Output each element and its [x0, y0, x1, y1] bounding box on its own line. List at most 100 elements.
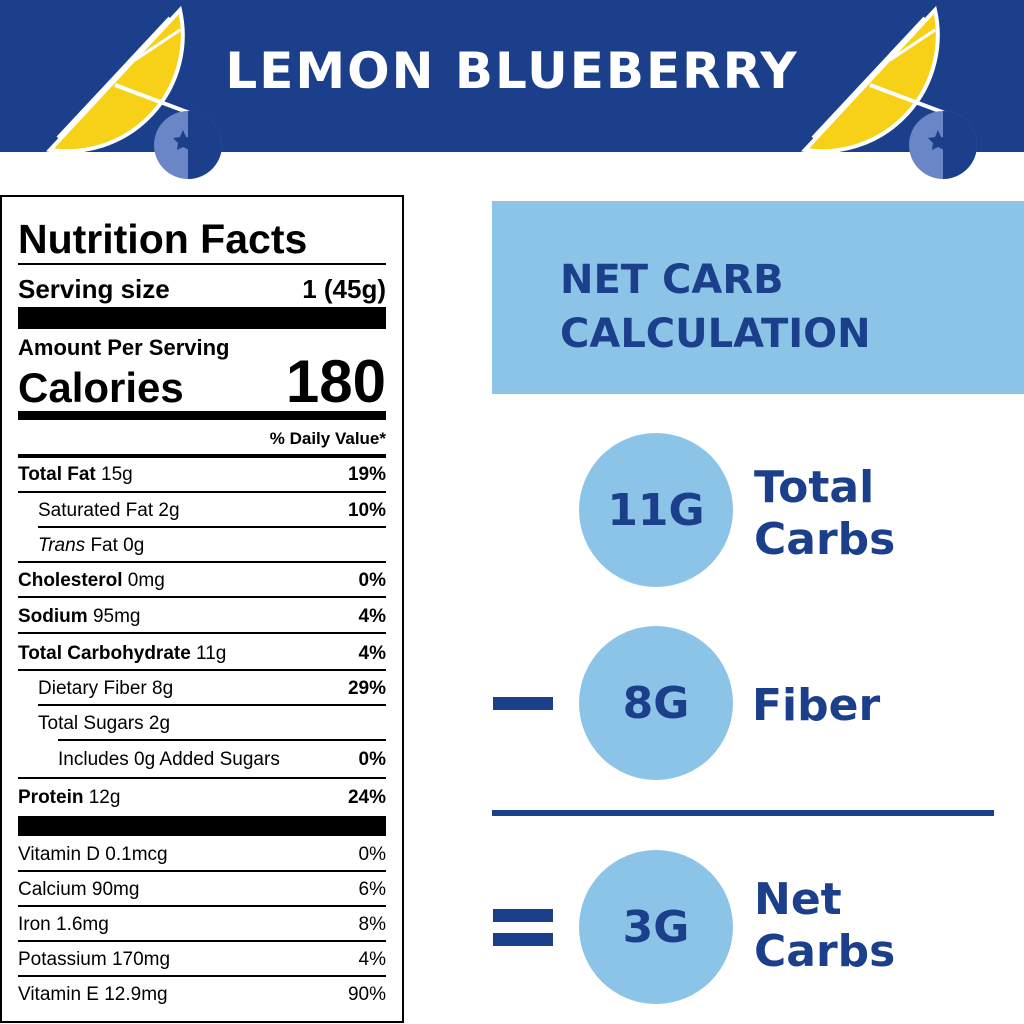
serving-size-label: Serving size — [18, 274, 170, 304]
lemon-slice-icon — [800, 5, 951, 154]
divider — [18, 975, 386, 977]
vitamin-row-potassium: Potassium 170mg 4% — [18, 950, 386, 969]
vitamin-pct: 90% — [347, 984, 386, 1005]
net-carbs-label: Net Carbs — [754, 874, 895, 978]
nutrient-name: Trans — [38, 535, 86, 556]
nutrient-name: Total Carbohydrate — [18, 643, 191, 664]
net-carb-title: NET CARB CALCULATION — [560, 253, 871, 361]
divider — [18, 632, 386, 634]
total-carbs-label: Total Carbs — [754, 462, 895, 566]
nutrient-amount: 15g — [95, 464, 133, 485]
divider — [18, 870, 386, 872]
nutrient-row-trans-fat: Trans Fat 0g — [18, 536, 386, 555]
nutrient-row-sodium: Sodium 95mg 4% — [18, 607, 386, 626]
divider — [18, 454, 386, 458]
total-carbs-label-line2: Carbs — [754, 514, 896, 565]
divider — [18, 905, 386, 907]
vitamin-row-vitamin-e: Vitamin E 12.9mg 90% — [18, 985, 386, 1004]
net-carbs-circle: 3G — [579, 850, 733, 1004]
nutrient-amount: 12g — [83, 787, 121, 808]
divider — [18, 491, 386, 493]
divider — [18, 940, 386, 942]
vitamin-pct: 8% — [358, 914, 386, 935]
nutrient-row-cholesterol: Cholesterol 0mg 0% — [18, 571, 386, 590]
header-banner: LEMON BLUEBERRY — [0, 0, 1024, 179]
equals-sign-icon-top — [493, 909, 553, 922]
nutrient-amount: 11g — [190, 643, 227, 664]
sum-divider-line — [492, 810, 994, 816]
vitamin-pct: 0% — [358, 844, 386, 865]
nutrient-amount: Fat 0g — [85, 535, 145, 556]
nutrient-row-added-sugars: Includes 0g Added Sugars 0% — [18, 750, 386, 769]
nutrient-row-total-sugars: Total Sugars 2g — [18, 714, 386, 733]
nutrient-row-dietary-fiber: Dietary Fiber 8g 29% — [18, 679, 386, 698]
total-carbs-label-line1: Total — [754, 462, 875, 513]
nutrient-name: Saturated Fat 2g — [38, 500, 180, 521]
nutrient-amount: 95mg — [87, 606, 141, 627]
nutrient-pct: 29% — [347, 678, 386, 699]
fiber-circle: 8G — [579, 626, 733, 780]
minus-sign-icon — [493, 697, 553, 710]
nutrient-name: Total Fat — [18, 464, 96, 485]
thick-divider — [18, 411, 386, 420]
lemon-blueberry-illustration-right — [800, 5, 977, 179]
calories-label: Calories — [18, 364, 184, 411]
amount-per-serving: Amount Per Serving — [18, 335, 230, 360]
divider — [58, 739, 386, 741]
nutrient-pct: 4% — [358, 606, 386, 627]
nutrient-pct: 19% — [347, 464, 386, 485]
nutrient-name: Cholesterol — [18, 570, 123, 591]
nutrition-title: Nutrition Facts — [18, 216, 308, 262]
nutrient-pct: 0% — [358, 570, 386, 591]
calories-value: 180 — [285, 348, 386, 415]
net-carb-calculation-box: NET CARB CALCULATION — [492, 201, 1024, 394]
product-title: LEMON BLUEBERRY — [225, 42, 799, 100]
nutrient-name: Includes 0g Added Sugars — [58, 749, 280, 770]
lemon-slice-icon — [45, 5, 196, 154]
vitamin-row-vitamin-d: Vitamin D 0.1mcg 0% — [18, 845, 386, 864]
nutrient-row-total-fat: Total Fat 15g 19% — [18, 465, 386, 484]
blueberry-icon — [154, 111, 222, 179]
thick-divider — [18, 816, 386, 836]
vitamin-name: Vitamin E 12.9mg — [18, 984, 168, 1005]
vitamin-name: Vitamin D 0.1mcg — [18, 844, 168, 865]
nutrient-name: Protein — [18, 787, 84, 808]
divider — [18, 561, 386, 563]
vitamin-row-calcium: Calcium 90mg 6% — [18, 880, 386, 899]
net-carb-title-line2: CALCULATION — [560, 311, 871, 357]
vitamin-name: Iron 1.6mg — [18, 914, 109, 935]
vitamin-name: Potassium 170mg — [18, 949, 171, 970]
lemon-blueberry-illustration-left — [45, 5, 222, 179]
divider — [18, 263, 386, 265]
net-carbs-label-line1: Net — [754, 874, 842, 925]
nutrient-pct: 0% — [358, 749, 386, 770]
nutrient-row-saturated-fat: Saturated Fat 2g 10% — [18, 501, 386, 520]
vitamin-name: Calcium 90mg — [18, 879, 140, 900]
nutrient-amount: 0mg — [122, 570, 165, 591]
blueberry-icon — [909, 111, 977, 179]
daily-value-header: % Daily Value* — [269, 429, 386, 448]
thick-divider — [18, 307, 386, 329]
nutrient-row-total-carbohydrate: Total Carbohydrate 11g 4% — [18, 644, 386, 663]
equals-sign-icon-bottom — [493, 933, 553, 946]
nutrient-pct: 4% — [358, 643, 386, 664]
nutrient-name: Sodium — [18, 606, 88, 627]
nutrient-row-protein: Protein 12g 24% — [18, 788, 386, 807]
nutrient-pct: 24% — [347, 787, 386, 808]
vitamin-row-iron: Iron 1.6mg 8% — [18, 915, 386, 934]
nutrient-name: Total Sugars 2g — [38, 713, 171, 734]
divider — [18, 777, 386, 779]
divider — [18, 669, 386, 671]
nutrition-facts-label: Nutrition Facts Serving size 1 (45g) Amo… — [0, 195, 404, 1023]
nutrient-pct: 10% — [347, 500, 386, 521]
divider — [38, 526, 386, 528]
divider — [18, 596, 386, 598]
serving-size-value: 1 (45g) — [302, 274, 386, 304]
total-carbs-circle: 11G — [579, 433, 733, 587]
nutrient-name: Dietary Fiber 8g — [38, 678, 174, 699]
net-carbs-label-line2: Carbs — [754, 926, 896, 977]
serving-size-row: Serving size 1 (45g) — [18, 276, 386, 302]
net-carb-title-line1: NET CARB — [560, 257, 784, 303]
vitamin-pct: 6% — [358, 879, 386, 900]
vitamin-pct: 4% — [358, 949, 386, 970]
